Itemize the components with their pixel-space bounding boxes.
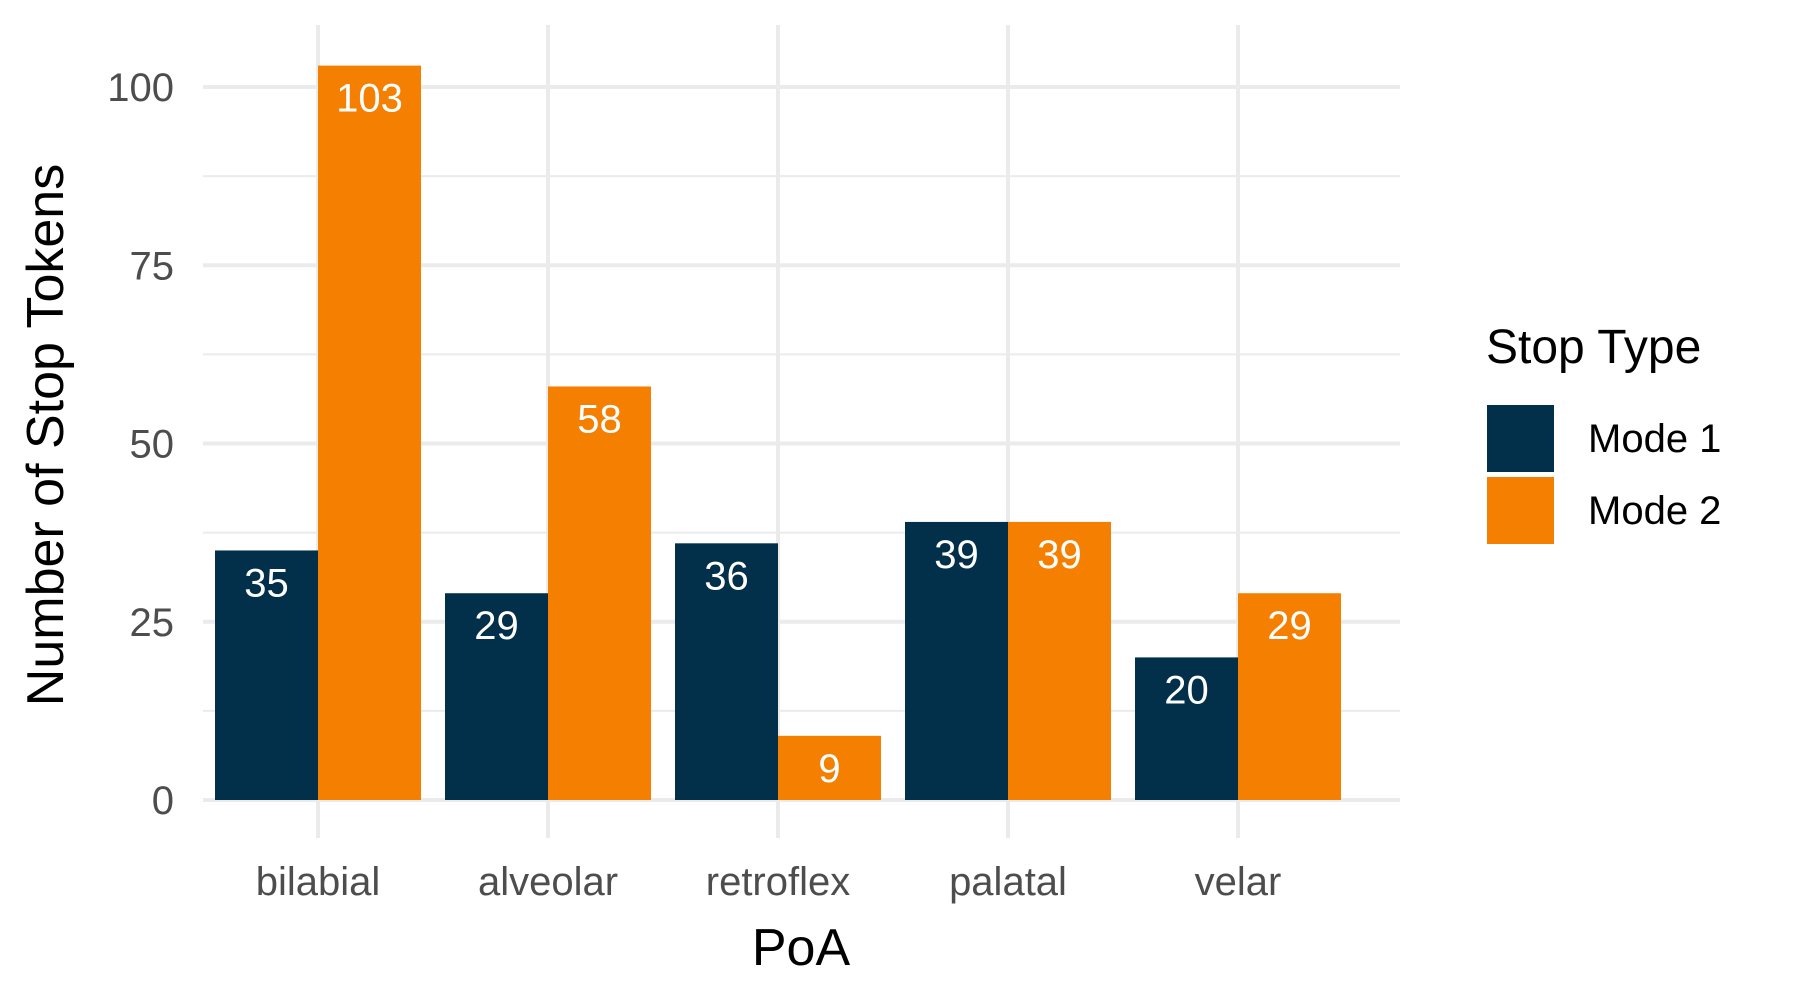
bar (548, 386, 651, 800)
bar (1238, 593, 1341, 800)
x-tick-label: alveolar (478, 860, 618, 904)
y-tick-label: 75 (130, 244, 175, 288)
y-tick-label: 50 (130, 423, 175, 467)
y-tick-label: 25 (130, 601, 175, 645)
x-tick-label: velar (1195, 860, 1282, 904)
bar (778, 735, 881, 800)
bar-value-label: 20 (1164, 668, 1209, 712)
y-tick-label: 0 (152, 779, 174, 823)
legend-items: Mode 1 Mode 2 (1487, 405, 1721, 544)
bar (445, 593, 548, 800)
bar-value-label: 29 (1267, 604, 1312, 648)
x-axis-title: PoA (752, 919, 851, 977)
legend-swatch (1487, 477, 1554, 544)
bar (1135, 657, 1238, 800)
bar-value-label: 9 (818, 747, 840, 791)
bar-value-label: 58 (577, 397, 622, 441)
x-axis-ticks: bilabial alveolar retroflex palatal velar (256, 860, 1282, 904)
bar-value-label: 103 (336, 77, 403, 121)
data-labels: 35 103 29 58 36 9 39 39 20 29 (244, 77, 1312, 791)
x-tick-label: retroflex (706, 860, 851, 904)
legend-swatch (1487, 405, 1554, 472)
bar (905, 521, 1008, 800)
bar-value-label: 39 (934, 533, 979, 577)
bars (215, 65, 1341, 801)
bar-value-label: 29 (474, 604, 519, 648)
y-axis-title: Number of Stop Tokens (17, 164, 75, 706)
legend: Stop Type Mode 1 Mode 2 (1486, 321, 1721, 544)
bar (318, 65, 421, 801)
bar-value-label: 36 (704, 554, 749, 598)
bar-value-label: 35 (244, 561, 289, 605)
bar (675, 543, 778, 800)
bar (215, 550, 318, 800)
legend-label: Mode 2 (1588, 489, 1721, 533)
x-tick-label: bilabial (256, 860, 381, 904)
bar (1008, 521, 1111, 800)
y-axis-ticks: 0 25 50 75 100 (107, 66, 174, 823)
bar-value-label: 39 (1037, 533, 1082, 577)
legend-title: Stop Type (1486, 321, 1701, 374)
x-tick-label: palatal (949, 860, 1067, 904)
y-tick-label: 100 (107, 66, 174, 110)
legend-label: Mode 1 (1588, 417, 1721, 461)
